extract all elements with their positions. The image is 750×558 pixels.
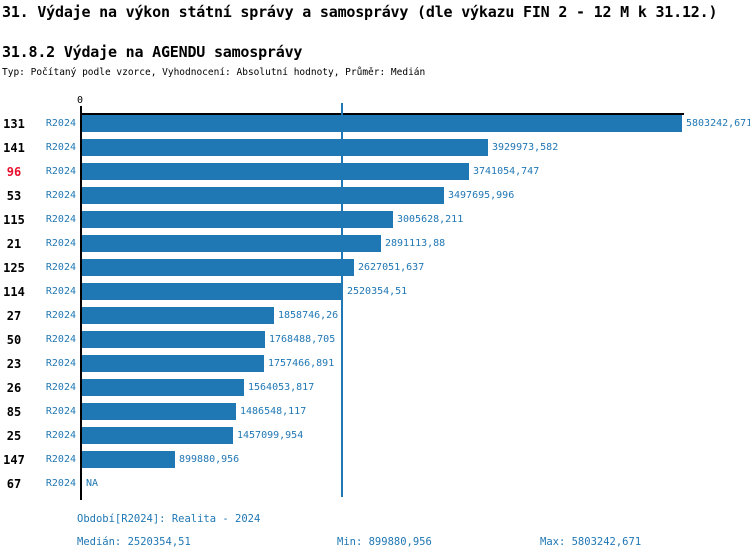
row-category-label: 23: [6, 356, 22, 371]
row-period-label: R2024: [45, 213, 76, 225]
value-bar: [82, 115, 682, 132]
row-period-label: R2024: [45, 309, 76, 321]
row-category-label: 27: [6, 308, 22, 323]
chart-row: 67 R2024 NA: [0, 471, 750, 496]
row-category-label: 85: [6, 404, 22, 419]
bar-value-label: 1564053,817: [246, 375, 317, 400]
row-period-label: R2024: [45, 261, 76, 273]
footer-min: Min: 899880,956: [337, 536, 432, 548]
bar-value-label: 3497695,996: [446, 183, 517, 208]
row-period-label: R2024: [45, 405, 76, 417]
row-period-label: R2024: [45, 117, 76, 129]
value-bar: [82, 283, 343, 300]
chart-row: 27 R2024 1858746,26: [0, 303, 750, 328]
value-bar: [82, 235, 381, 252]
row-period-label: R2024: [45, 141, 76, 153]
x-axis-zero-tick: [80, 106, 82, 114]
row-category-label: 25: [6, 428, 22, 443]
row-category-label: 26: [6, 380, 22, 395]
chart-row: 115 R2024 3005628,211: [0, 207, 750, 232]
value-bar: [82, 331, 265, 348]
chart-row: 23 R2024 1757466,891: [0, 351, 750, 376]
report-subtitle: 31.8.2 Výdaje na AGENDU samosprávy: [2, 43, 303, 61]
value-bar: [82, 403, 236, 420]
bar-value-label: 1858746,26: [276, 303, 341, 328]
chart-row: 85 R2024 1486548,117: [0, 399, 750, 424]
bar-value-label: 3929973,582: [490, 135, 561, 160]
row-period-label: R2024: [45, 333, 76, 345]
chart-row: 96 R2024 3741054,747: [0, 159, 750, 184]
row-period-label: R2024: [45, 357, 76, 369]
row-category-label: 131: [3, 116, 25, 131]
footer-period: Období[R2024]: Realita - 2024: [77, 513, 261, 525]
row-period-label: R2024: [45, 189, 76, 201]
row-period-label: R2024: [45, 429, 76, 441]
value-bar: [82, 451, 175, 468]
x-axis-zero-label: 0: [76, 95, 84, 106]
report-title: 31. Výdaje na výkon státní správy a samo…: [2, 3, 718, 21]
row-category-label: 147: [3, 452, 25, 467]
chart-row: 131 R2024 5803242,671: [0, 111, 750, 136]
value-bar: [82, 427, 233, 444]
chart-row: 114 R2024 2520354,51: [0, 279, 750, 304]
bar-value-label: 1457099,954: [235, 423, 306, 448]
row-category-label: 125: [3, 260, 25, 275]
row-period-label: R2024: [45, 165, 76, 177]
row-category-label: 115: [3, 212, 25, 227]
value-bar: [82, 211, 393, 228]
value-bar: [82, 307, 274, 324]
value-bar: [82, 355, 264, 372]
bar-value-label: 1757466,891: [266, 351, 337, 376]
na-label: NA: [84, 471, 101, 496]
value-bar: [82, 379, 244, 396]
value-bar: [82, 259, 354, 276]
row-period-label: R2024: [45, 237, 76, 249]
chart-row: 26 R2024 1564053,817: [0, 375, 750, 400]
row-category-label: 50: [6, 332, 22, 347]
chart-row: 141 R2024 3929973,582: [0, 135, 750, 160]
report-meta-line: Typ: Počítaný podle vzorce, Vyhodnocení:…: [2, 67, 426, 78]
row-category-label: 114: [3, 284, 25, 299]
bar-value-label: 2627051,637: [356, 255, 427, 280]
row-period-label: R2024: [45, 477, 76, 489]
row-category-label: 96: [6, 164, 22, 179]
value-bar: [82, 187, 444, 204]
bar-value-label: 3005628,211: [395, 207, 466, 232]
row-category-label: 21: [6, 236, 22, 251]
chart-row: 25 R2024 1457099,954: [0, 423, 750, 448]
value-bar: [82, 139, 488, 156]
chart-top-spine: [80, 113, 687, 115]
bar-value-label: 5803242,671: [684, 111, 750, 136]
row-category-label: 141: [3, 140, 25, 155]
y-axis-line: [80, 113, 82, 500]
footer-median: Medián: 2520354,51: [77, 536, 191, 548]
bar-value-label: 899880,956: [177, 447, 242, 472]
bar-value-label: 3741054,747: [471, 159, 542, 184]
chart-row: 53 R2024 3497695,996: [0, 183, 750, 208]
chart-row: 147 R2024 899880,956: [0, 447, 750, 472]
chart-row: 50 R2024 1768488,705: [0, 327, 750, 352]
row-category-label: 67: [6, 476, 22, 491]
row-period-label: R2024: [45, 381, 76, 393]
bar-value-label: 1768488,705: [267, 327, 338, 352]
footer-max: Max: 5803242,671: [540, 536, 642, 548]
row-category-label: 53: [6, 188, 22, 203]
median-line: [341, 103, 343, 497]
value-bar: [82, 163, 469, 180]
bar-value-label: 1486548,117: [238, 399, 309, 424]
row-period-label: R2024: [45, 453, 76, 465]
bar-value-label: 2891113,88: [383, 231, 448, 256]
bar-value-label: 2520354,51: [345, 279, 410, 304]
chart-row: 21 R2024 2891113,88: [0, 231, 750, 256]
chart-row: 125 R2024 2627051,637: [0, 255, 750, 280]
row-period-label: R2024: [45, 285, 76, 297]
